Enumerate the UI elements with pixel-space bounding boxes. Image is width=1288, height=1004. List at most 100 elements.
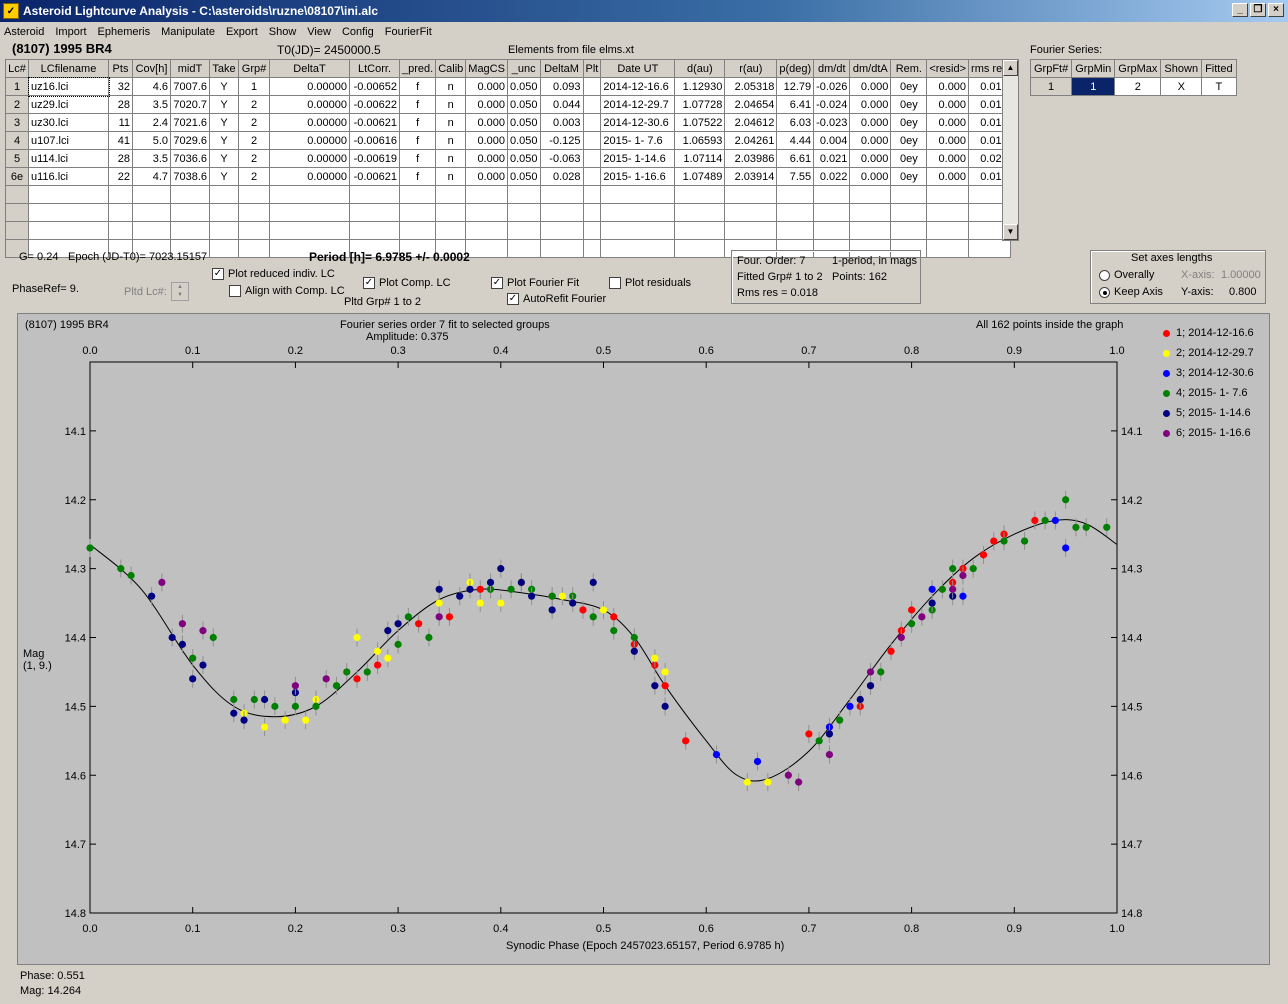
table-cell[interactable]: 2.03914 [724, 167, 778, 186]
plot-reduced-checkbox[interactable]: ✓ Plot reduced indiv. LC [212, 268, 335, 281]
table-cell[interactable]: 0.000 [849, 95, 892, 114]
menu-show[interactable]: Show [268, 25, 297, 38]
shown-cell[interactable]: X [1160, 77, 1203, 96]
table-cell[interactable]: 0.050 [506, 167, 541, 186]
table-cell[interactable]: -0.026 [813, 77, 851, 96]
col-shown[interactable]: Shown [1160, 59, 1203, 78]
table-cell[interactable]: 0.004 [813, 131, 851, 150]
row-header-cell[interactable]: 4 [5, 131, 29, 150]
table-cell[interactable] [398, 239, 437, 258]
table-cell[interactable]: 2.04261 [724, 131, 778, 150]
col-grpmax[interactable]: GrpMax [1114, 59, 1162, 78]
col-header[interactable]: DeltaT [269, 59, 350, 78]
table-row[interactable] [5, 239, 1011, 258]
table-cell[interactable]: -0.024 [813, 95, 851, 114]
table-cell[interactable]: 0.020 [968, 149, 1011, 168]
row-header-cell[interactable] [5, 185, 29, 204]
menu-view[interactable]: View [307, 25, 331, 38]
menu-ephemeris[interactable]: Ephemeris [97, 25, 151, 38]
plot-resid-checkbox[interactable]: Plot residuals [609, 277, 691, 290]
table-cell[interactable] [539, 239, 584, 258]
menu-fourierfit[interactable]: FourierFit [384, 25, 432, 38]
align-comp-checkbox[interactable]: Align with Comp. LC [229, 285, 345, 298]
minimize-button[interactable]: _ [1232, 3, 1248, 17]
col-header[interactable]: Lc# [5, 59, 29, 78]
col-header[interactable]: DeltaM [539, 59, 584, 78]
table-cell[interactable]: 0.000 [465, 167, 508, 186]
row-header-cell[interactable]: 5 [5, 149, 29, 168]
table-cell[interactable]: 0.000 [465, 131, 508, 150]
col-header[interactable]: _unc [506, 59, 541, 78]
col-header[interactable]: Date UT [600, 59, 676, 78]
col-header[interactable]: r(au) [724, 59, 778, 78]
table-cell[interactable]: 0.093 [539, 77, 584, 96]
table-cell[interactable]: 0.00000 [269, 77, 350, 96]
row-header-cell[interactable]: 1 [5, 77, 29, 96]
table-cell[interactable]: 22 [108, 167, 133, 186]
grpft-cell[interactable]: 1 [1029, 77, 1073, 96]
row-header-cell[interactable] [5, 239, 29, 258]
table-cell[interactable]: -0.023 [813, 113, 851, 132]
table-row[interactable]: 4 u107.lci 41 5.0 7029.6 Y 2 0.00000 -0.00616 f n 0… [5, 131, 1011, 150]
row-header-cell[interactable]: 6e [5, 167, 29, 186]
col-header[interactable]: p(deg) [776, 59, 815, 78]
table-cell[interactable]: 7036.6 [170, 149, 210, 168]
table-cell[interactable]: uz30.lci [28, 113, 109, 132]
table-cell[interactable]: 0ey [890, 77, 928, 96]
col-header[interactable]: Rem. [890, 59, 928, 78]
table-cell[interactable]: 2015- 1-14.6 [600, 149, 676, 168]
table-row[interactable]: 3 uz30.lci 11 2.4 7021.6 Y 2 0.00000 -0.00621 f n 0… [5, 113, 1011, 132]
col-header[interactable]: Calib [435, 59, 467, 78]
grpmax-cell[interactable]: 2 [1114, 77, 1162, 96]
table-cell[interactable]: 0.000 [465, 149, 508, 168]
menu-asteroid[interactable]: Asteroid [4, 25, 45, 38]
table-cell[interactable] [890, 239, 928, 258]
table-cell[interactable]: 0.000 [926, 131, 970, 150]
table-cell[interactable]: 2.04654 [724, 95, 778, 114]
table-cell[interactable]: 0.000 [849, 77, 892, 96]
col-header[interactable]: Pts [108, 59, 133, 78]
table-cell[interactable]: 2.04612 [724, 113, 778, 132]
col-header[interactable]: LCfilename [28, 59, 109, 78]
table-cell[interactable]: 0.003 [539, 113, 584, 132]
table-cell[interactable]: n [435, 167, 467, 186]
menu-manipulate[interactable]: Manipulate [161, 25, 215, 38]
col-header[interactable]: _pred. [398, 59, 437, 78]
table-cell[interactable]: 0.019 [968, 113, 1011, 132]
col-header[interactable]: Take [209, 59, 239, 78]
table-row[interactable]: 2 uz29.lci 28 3.5 7020.7 Y 2 0.00000 -0.00622 f n 0… [5, 95, 1011, 114]
table-cell[interactable] [724, 239, 778, 258]
autorefit-checkbox[interactable]: ✓ AutoRefit Fourier [507, 293, 606, 306]
table-cell[interactable]: 0.000 [849, 149, 892, 168]
table-cell[interactable]: -0.063 [539, 149, 584, 168]
col-header[interactable]: midT [170, 59, 210, 78]
table-scrollbar[interactable]: ▲ ▼ [1002, 59, 1019, 241]
scroll-down-icon[interactable]: ▼ [1003, 224, 1018, 240]
fitted-cell[interactable]: T [1201, 77, 1237, 96]
restore-button[interactable]: ❐ [1250, 3, 1266, 17]
table-cell[interactable]: 7020.7 [170, 95, 210, 114]
table-cell[interactable] [926, 239, 970, 258]
col-header[interactable]: LtCorr. [349, 59, 400, 78]
menu-config[interactable]: Config [341, 25, 374, 38]
table-cell[interactable]: 0.022 [813, 167, 851, 186]
table-cell[interactable] [968, 239, 1011, 258]
table-cell[interactable]: 6.61 [776, 149, 815, 168]
keep-axis-radio[interactable]: Keep Axis [1099, 286, 1163, 298]
table-cell[interactable]: 0.000 [465, 95, 508, 114]
col-header[interactable]: <resid> [926, 59, 970, 78]
grpmin-cell[interactable]: 1 [1071, 77, 1116, 96]
table-row[interactable]: 6e u116.lci 22 4.7 7038.6 Y 2 0.00000 -0.00621 f n… [5, 167, 1011, 186]
table-cell[interactable]: 0.044 [539, 95, 584, 114]
table-cell[interactable]: 2.4 [132, 113, 171, 132]
table-cell[interactable]: 0ey [890, 149, 928, 168]
overall-radio[interactable]: Overally [1099, 269, 1154, 281]
plot-comp-checkbox[interactable]: ✓ Plot Comp. LC [363, 277, 451, 290]
col-header[interactable]: Grp# [238, 59, 270, 78]
plot-panel[interactable]: (8107) 1995 BR4 Fourier series order 7 f… [17, 313, 1270, 965]
table-cell[interactable] [435, 239, 467, 258]
table-cell[interactable] [813, 239, 851, 258]
pltd-lc-spinner[interactable]: ▲ ▼ [171, 282, 189, 301]
col-header[interactable]: Plt [582, 59, 602, 78]
table-cell[interactable]: 0.00000 [269, 95, 350, 114]
